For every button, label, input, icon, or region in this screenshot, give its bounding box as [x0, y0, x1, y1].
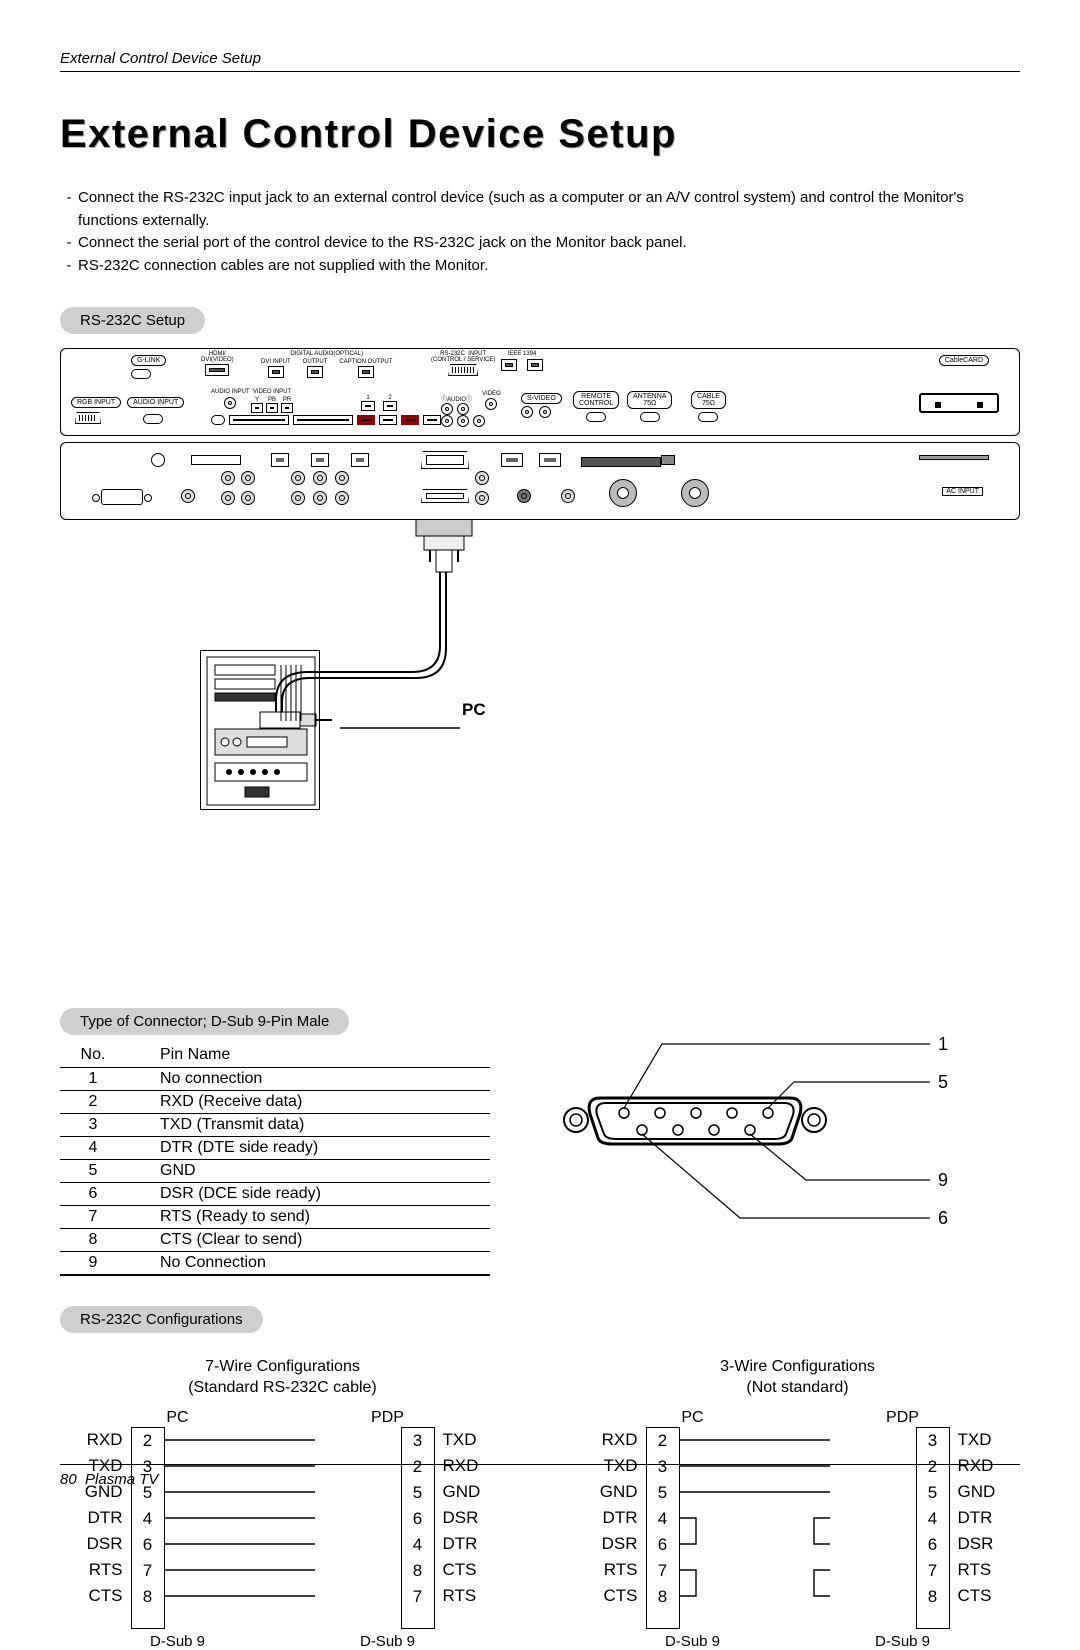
pin-table-row: 1No connection: [60, 1068, 490, 1091]
label-digital-audio: DIGITAL AUDIO(OPTICAL): [261, 351, 392, 357]
cfg-pin: 6: [917, 1532, 949, 1558]
cfg-foot: D-Sub 9: [283, 1633, 493, 1650]
cfg-signal: RTS: [443, 1583, 493, 1609]
label-remote: REMOTE CONTROL: [573, 391, 619, 409]
label-ac-input: AC INPUT: [942, 487, 983, 496]
label-hdmi: HDMI/ DVI(VIDEO): [201, 351, 234, 363]
callout-pin-1: 1: [938, 1034, 948, 1054]
bullet-text: RS-232C connection cables are not suppli…: [78, 255, 1020, 278]
cfg-signal: RXD: [73, 1427, 123, 1453]
cfg-pin: 8: [132, 1584, 164, 1610]
bullet-text: Connect the RS-232C input jack to an ext…: [78, 187, 1020, 232]
label-svideo: S-VIDEO: [521, 393, 562, 404]
cfg-pin: 2: [132, 1428, 164, 1454]
page-footer: 80 Plasma TV: [60, 1464, 1020, 1488]
cfg-pin: 8: [917, 1584, 949, 1610]
cfg-signal: RTS: [588, 1557, 638, 1583]
running-header: External Control Device Setup: [60, 50, 1020, 72]
cfg-signal: DSR: [443, 1505, 493, 1531]
cfg-signal: RTS: [73, 1557, 123, 1583]
cfg-signal: DSR: [73, 1531, 123, 1557]
pin-table-row: 4DTR (DTE side ready): [60, 1137, 490, 1160]
cfg-signal: DTR: [73, 1505, 123, 1531]
label-glink: G-LINK: [131, 355, 166, 366]
pin-table-row: 9No Connection: [60, 1252, 490, 1276]
pin-table-row: 3TXD (Transmit data): [60, 1114, 490, 1137]
pc-label: PC: [462, 700, 486, 720]
pin-table-row: 2RXD (Receive data): [60, 1091, 490, 1114]
cfg-head-pdp: PDP: [283, 1409, 493, 1427]
monitor-back-panel-labelled: G-LINK HDMI/ DVI(VIDEO) DIGITAL AUDIO(OP…: [60, 348, 1020, 436]
cfg-pin: 3: [402, 1428, 434, 1454]
pin-table-row: 7RTS (Ready to send): [60, 1206, 490, 1229]
cfg-head-pc: PC: [588, 1409, 798, 1427]
label-rgb-input: RGB INPUT: [71, 397, 121, 408]
label-rs232: RS-232C INPUT (CONTROL / SERVICE): [431, 351, 495, 363]
cfg-pin: 8: [402, 1558, 434, 1584]
dsub9-connector-diagram: 1 5 9 6: [550, 1008, 1020, 1276]
pin-table-header-no: No.: [60, 1043, 130, 1068]
cfg-signal: DTR: [958, 1505, 1008, 1531]
bullet-text: Connect the serial port of the control d…: [78, 232, 1020, 255]
cfg-pin: 7: [402, 1584, 434, 1610]
cable-diagram: [60, 518, 880, 758]
cablecard-slot: [919, 393, 999, 413]
callout-pin-5: 5: [938, 1072, 948, 1092]
cfg-pin: 6: [647, 1532, 679, 1558]
monitor-back-panel-schematic: AC INPUT: [60, 442, 1020, 520]
cfg-pin: 8: [647, 1584, 679, 1610]
cfg-signal: DSR: [588, 1531, 638, 1557]
cfg-signal: TXD: [443, 1427, 493, 1453]
callout-pin-6: 6: [938, 1208, 948, 1228]
cfg-foot: D-Sub 9: [73, 1633, 283, 1650]
section-rs232-configs: RS-232C Configurations: [60, 1306, 263, 1333]
wiring-config: 3-Wire Configurations(Not standard)PCPDP…: [588, 1357, 1008, 1650]
pin-table-row: 5GND: [60, 1160, 490, 1183]
callout-pin-9: 9: [938, 1170, 948, 1190]
cfg-foot: D-Sub 9: [798, 1633, 1008, 1650]
cfg-signal: CTS: [958, 1583, 1008, 1609]
label-cablecard: CableCARD: [939, 355, 989, 366]
cfg-signal: DTR: [588, 1505, 638, 1531]
label-ieee1394: IEEE 1394: [501, 351, 543, 357]
cfg-signal: DSR: [958, 1531, 1008, 1557]
pin-table: No. Pin Name 1No connection2RXD (Receive…: [60, 1043, 490, 1276]
wiring-config: 7-Wire Configurations(Standard RS-232C c…: [73, 1357, 493, 1650]
cfg-signal: CTS: [588, 1583, 638, 1609]
cfg-signal: DTR: [443, 1531, 493, 1557]
cfg-pin: 7: [917, 1558, 949, 1584]
cfg-signal: CTS: [443, 1557, 493, 1583]
cfg-foot: D-Sub 9: [588, 1633, 798, 1650]
pin-table-row: 6DSR (DCE side ready): [60, 1183, 490, 1206]
label-audio-input: AUDIO INPUT: [127, 397, 184, 408]
cfg-pin: 2: [647, 1428, 679, 1454]
cfg-pin: 7: [647, 1558, 679, 1584]
cfg-signal: RXD: [588, 1427, 638, 1453]
cfg-pin: 3: [917, 1428, 949, 1454]
label-cable: CABLE 75Ω: [691, 391, 726, 409]
cfg-pin: 6: [132, 1532, 164, 1558]
pin-table-header-name: Pin Name: [130, 1043, 490, 1068]
page-title: External Control Device Setup: [60, 112, 1020, 157]
pc-tower: [200, 650, 320, 810]
pin-table-row: 8CTS (Clear to send): [60, 1229, 490, 1252]
intro-bullets: -Connect the RS-232C input jack to an ex…: [60, 187, 1020, 277]
page-number: 80: [60, 1471, 77, 1488]
label-antenna: ANTENNA 75Ω: [627, 391, 672, 409]
cfg-pin: 4: [402, 1532, 434, 1558]
cfg-pin: 7: [132, 1558, 164, 1584]
cfg-signal: RTS: [958, 1557, 1008, 1583]
cfg-head-pc: PC: [73, 1409, 283, 1427]
footer-label: Plasma TV: [85, 1471, 158, 1488]
section-connector-type: Type of Connector; D-Sub 9-Pin Male: [60, 1008, 349, 1035]
cfg-signal: TXD: [958, 1427, 1008, 1453]
section-rs232-setup: RS-232C Setup: [60, 307, 205, 334]
cfg-signal: CTS: [73, 1583, 123, 1609]
cfg-head-pdp: PDP: [798, 1409, 1008, 1427]
